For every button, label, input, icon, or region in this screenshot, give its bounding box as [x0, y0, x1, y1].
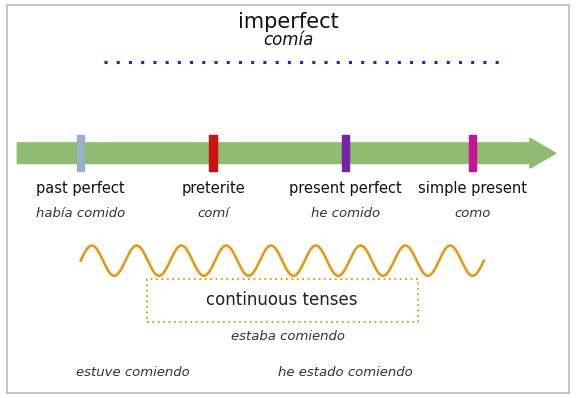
Text: comí: comí [197, 207, 229, 220]
Text: he comido: he comido [311, 207, 380, 220]
Text: continuous tenses: continuous tenses [206, 291, 358, 310]
Text: como: como [454, 207, 491, 220]
Text: estaba comiendo: estaba comiendo [231, 330, 345, 343]
Text: simple present: simple present [418, 181, 527, 196]
Text: comía: comía [263, 31, 313, 49]
Text: present perfect: present perfect [289, 181, 402, 196]
FancyBboxPatch shape [77, 135, 85, 171]
Text: había comido: había comido [36, 207, 125, 220]
FancyBboxPatch shape [210, 135, 217, 171]
Text: imperfect: imperfect [238, 12, 338, 32]
Text: estuve comiendo: estuve comiendo [75, 366, 190, 378]
FancyBboxPatch shape [342, 135, 349, 171]
Text: he estado comiendo: he estado comiendo [278, 366, 413, 378]
FancyBboxPatch shape [469, 135, 476, 171]
Text: preterite: preterite [181, 181, 245, 196]
FancyArrow shape [17, 139, 556, 168]
Text: past perfect: past perfect [36, 181, 125, 196]
